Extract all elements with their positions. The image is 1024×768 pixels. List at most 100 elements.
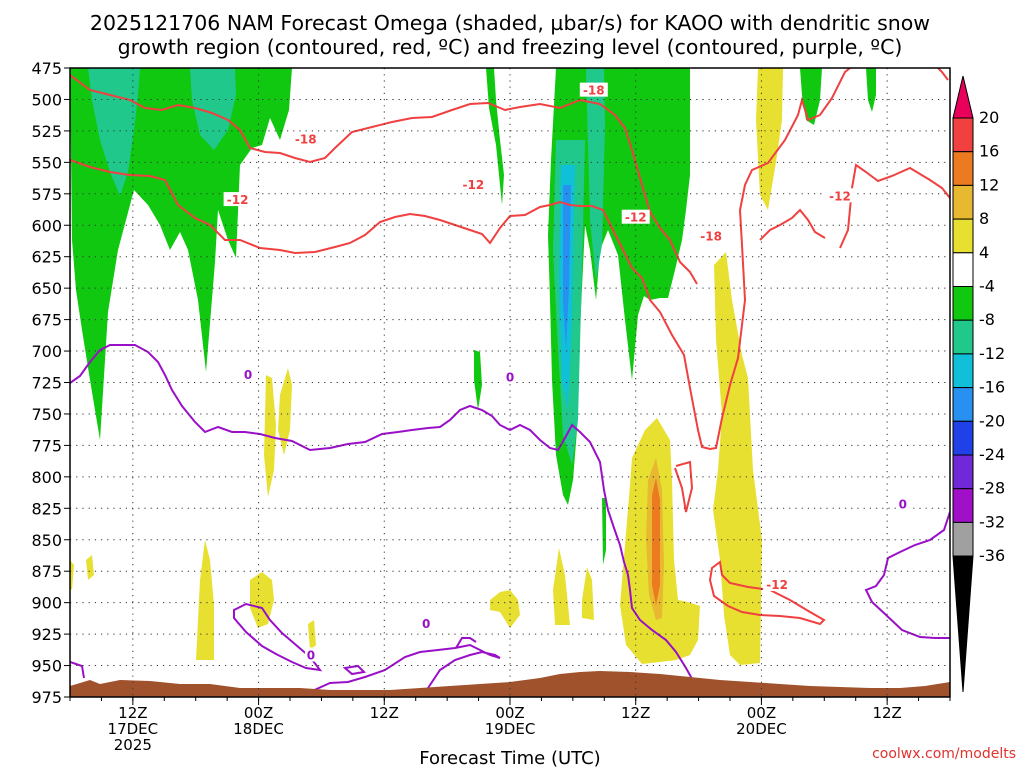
omega-area-yellow-6 <box>196 540 214 660</box>
x-tick-label: 00Z <box>495 704 524 722</box>
colorbar-arrow-top <box>952 75 974 119</box>
contour-label: 0 <box>899 498 907 512</box>
freezing-contours <box>70 344 950 697</box>
colorbar-segment <box>952 420 974 456</box>
y-tick-label: 550 <box>31 153 62 172</box>
y-tick-label: 900 <box>31 594 62 613</box>
colorbar-label: -16 <box>979 378 1005 397</box>
y-tick-label: 775 <box>31 436 62 455</box>
contour-label: -12 <box>829 189 851 203</box>
contour-label: -12 <box>625 211 647 225</box>
colorbar-label: -28 <box>979 479 1005 498</box>
x-tick-label: 00Z <box>747 704 776 722</box>
contour-label-bg <box>697 228 726 243</box>
colorbar-segment <box>952 353 974 389</box>
colorbar-segment <box>952 286 974 321</box>
y-tick-label: 800 <box>31 468 62 487</box>
contour-label-bg <box>223 192 252 207</box>
omega-area-yellow-10 <box>308 620 316 650</box>
y-tick-label: 600 <box>31 216 62 235</box>
contour-label: -18 <box>700 230 722 244</box>
y-tick-label: 650 <box>31 279 62 298</box>
omega-area-yellow-8 <box>86 555 94 580</box>
colorbar: 20 16 12 8 4 -4 -8 -12 -16 -20 -24 -28 -32 -36 <box>952 75 1005 693</box>
contour-label-bg <box>242 366 255 381</box>
x-tick-label: 18DEC <box>233 720 284 738</box>
contour-label-bg <box>504 369 516 384</box>
y-tick-label: 825 <box>31 499 62 518</box>
y-tick-label: 525 <box>31 122 62 141</box>
contour-label: 0 <box>307 648 315 662</box>
omega-area-yellow-3 <box>756 68 783 210</box>
colorbar-label: 8 <box>979 209 989 228</box>
y-tick-label: 675 <box>31 311 62 330</box>
contour-label-bg <box>621 209 650 224</box>
contour-label: -18 <box>295 133 317 147</box>
y-axis: 475 500 525 550 575 600 625 650 675 700 725 750 775 8… <box>31 59 70 707</box>
y-tick-label: 850 <box>31 531 62 550</box>
y-tick-label: 625 <box>31 248 62 267</box>
omega-area-yellow-11 <box>490 590 520 628</box>
freezing-contour-line <box>70 661 85 679</box>
freezing-contour-line <box>864 511 950 639</box>
plot-area <box>70 68 950 697</box>
y-tick-label: 475 <box>31 59 62 78</box>
dendritic-contour-line <box>759 208 826 241</box>
colorbar-label: -8 <box>979 310 995 329</box>
contour-label-bg <box>896 496 909 511</box>
dendritic-contour-line <box>937 68 949 81</box>
dendritic-contour-line <box>70 74 698 285</box>
colorbar-segment <box>952 521 974 557</box>
omega-area-green-7 <box>602 498 606 565</box>
chart-title-line1: 2025121706 NAM Forecast Omega (shaded, µ… <box>90 11 930 35</box>
colorbar-segment <box>952 319 974 355</box>
omega-area-blue <box>563 185 571 350</box>
contour-label: 0 <box>422 617 430 631</box>
y-tick-label: 875 <box>31 562 62 581</box>
freezing-contour-line <box>342 664 367 676</box>
colorbar-label: 12 <box>979 175 999 194</box>
x-axis-label: Forecast Time (UTC) <box>419 748 600 768</box>
y-tick-label: 925 <box>31 625 62 644</box>
terrain <box>70 671 950 697</box>
x-tick-label: 20DEC <box>736 720 787 738</box>
x-tick-label: 12Z <box>370 704 399 722</box>
contour-label-bg <box>304 647 317 662</box>
colorbar-label: -4 <box>979 277 995 296</box>
omega-area-teal-4 <box>586 68 605 280</box>
y-tick-label: 500 <box>31 90 62 109</box>
colorbar-label: 16 <box>979 142 999 161</box>
colorbar-label: -32 <box>979 512 1005 531</box>
contour-labels: -18 -12 -12 -18 -12 -18 -12 -12 0 0 0 0 0 <box>223 82 909 662</box>
contour-label-bg <box>291 131 320 146</box>
omega-area-green-2 <box>486 68 504 205</box>
y-tick-label: 725 <box>31 374 62 393</box>
omega-area-green-3 <box>474 350 482 410</box>
omega-area-dark-orange <box>652 478 660 605</box>
colorbar-label: -12 <box>979 344 1005 363</box>
freezing-contour-line <box>455 637 477 649</box>
x-tick-label: 12Z <box>872 704 901 722</box>
colorbar-label: 20 <box>979 108 999 127</box>
x-tick-label: 12Z <box>621 704 650 722</box>
omega-area-yellow-7 <box>250 572 274 628</box>
y-tick-label: 750 <box>31 405 62 424</box>
colorbar-segment <box>952 117 974 153</box>
x-tick-label: 2025 <box>114 736 152 754</box>
colorbar-segment <box>952 387 974 422</box>
y-tick-label: 575 <box>31 185 62 204</box>
contour-label-bg <box>420 616 433 631</box>
omega-area-yellow-9 <box>70 560 74 590</box>
colorbar-segment <box>952 454 974 490</box>
freezing-contour-line <box>233 602 323 672</box>
chart-title-line2: growth region (contoured, red, ºC) and f… <box>118 35 903 59</box>
omega-area-teal-2 <box>190 68 236 150</box>
x-tick-label: 00Z <box>244 704 273 722</box>
colorbar-label: -36 <box>979 546 1005 565</box>
y-tick-label: 975 <box>31 688 62 707</box>
omega-area-yellow-13 <box>582 567 594 620</box>
contour-label: -12 <box>227 193 249 207</box>
dendritic-contour-line <box>70 68 851 451</box>
contour-label-bg <box>579 82 608 97</box>
colorbar-segment <box>952 488 974 523</box>
